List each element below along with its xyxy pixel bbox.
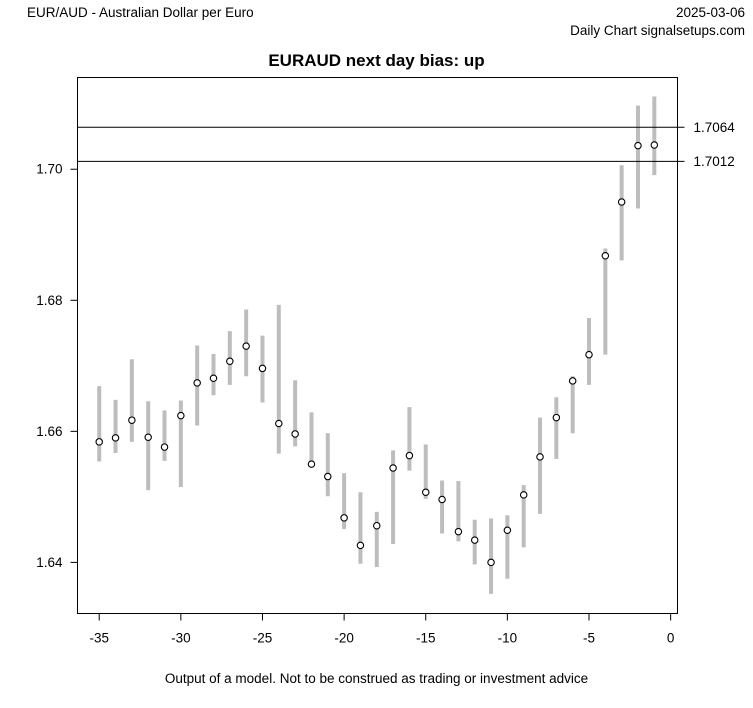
- instrument-title: EUR/AUD - Australian Dollar per Euro: [27, 5, 254, 20]
- estimate-dot: [421, 488, 430, 497]
- estimate-dot: [307, 460, 316, 468]
- estimate-dot: [209, 374, 218, 383]
- estimate-dot: [111, 434, 120, 442]
- estimate-dot: [324, 472, 332, 481]
- estimate-dot: [470, 536, 479, 544]
- x-axis-tick-label: -25: [253, 631, 273, 646]
- level-line-label: 1.7012: [694, 154, 735, 169]
- estimate-dot: [487, 558, 495, 567]
- estimate-dot: [536, 453, 544, 461]
- x-axis-tick-label: 0: [667, 631, 675, 646]
- chart-date: 2025-03-06: [675, 5, 745, 20]
- y-axis-tick-label: 1.66: [36, 424, 62, 439]
- estimate-dot: [503, 526, 512, 535]
- estimate-dot: [356, 541, 365, 550]
- estimate-dot: [585, 350, 593, 359]
- estimate-dot: [454, 527, 463, 536]
- estimate-dot: [340, 514, 348, 522]
- estimate-dot: [617, 198, 626, 206]
- estimate-dot: [128, 416, 136, 424]
- y-axis-tick-label: 1.68: [36, 293, 62, 308]
- chart-source: Daily Chart signalsetups.com: [570, 23, 745, 38]
- disclaimer-text: Output of a model. Not to be construed a…: [164, 671, 589, 686]
- estimate-dot: [258, 364, 267, 373]
- plot-border: [77, 77, 678, 614]
- chart-title: EURAUD next day bias: up: [268, 51, 485, 70]
- x-axis-tick-label: -10: [498, 631, 518, 646]
- estimate-dot: [144, 433, 152, 441]
- estimate-dot: [291, 430, 299, 438]
- estimate-dot: [389, 464, 397, 472]
- estimate-dot: [373, 521, 381, 530]
- estimate-dot: [601, 251, 610, 260]
- estimate-dot: [177, 411, 185, 420]
- y-axis-tick-label: 1.64: [36, 555, 63, 570]
- estimate-dot: [226, 357, 234, 365]
- estimate-dot: [650, 141, 659, 149]
- x-axis-tick-label: -5: [583, 631, 595, 646]
- estimate-dot: [552, 413, 561, 422]
- estimate-dot: [95, 438, 103, 446]
- x-axis-tick-label: -15: [416, 631, 436, 646]
- x-axis-tick-label: -35: [89, 631, 109, 646]
- estimate-dot: [275, 419, 283, 428]
- level-line-label: 1.7064: [694, 120, 736, 135]
- estimate-dot: [193, 379, 201, 387]
- estimate-dot: [438, 495, 446, 504]
- estimate-dot: [242, 342, 250, 350]
- estimate-dot: [405, 451, 414, 460]
- y-axis-tick-label: 1.70: [36, 162, 62, 177]
- estimate-dot: [160, 443, 169, 451]
- estimate-dot: [634, 141, 642, 150]
- x-axis-tick-label: -30: [171, 631, 191, 646]
- estimate-dot: [519, 491, 528, 499]
- x-axis-tick-label: -20: [334, 631, 354, 646]
- estimate-dot: [568, 377, 577, 385]
